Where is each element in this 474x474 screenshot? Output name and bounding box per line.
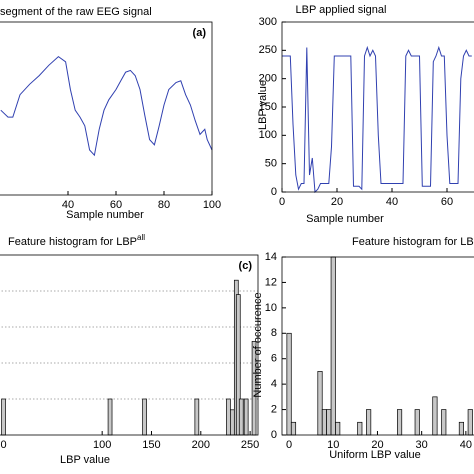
bar	[458, 421, 464, 436]
bar	[107, 398, 113, 436]
bar	[226, 398, 231, 436]
x-axis-label: Uniform LBP value	[329, 449, 421, 461]
title-text: segment of the raw EEG signal	[0, 6, 152, 18]
x-tick-label: 80	[158, 199, 170, 211]
bar	[357, 421, 363, 436]
chart-title: LBP applied signal	[296, 4, 387, 16]
y-tick-label: 10	[265, 302, 277, 314]
panel-label: (a)	[193, 27, 207, 39]
x-axis-label: Sample number	[306, 213, 384, 225]
y-axis-label: Number of occurence	[252, 292, 264, 397]
x-tick-label: 150	[142, 439, 160, 451]
x-tick-label: 60	[110, 199, 122, 211]
signal-line	[282, 45, 472, 194]
plot-frame	[0, 21, 213, 196]
y-tick-label: 8	[271, 327, 277, 339]
x-axis-label: Sample number	[66, 209, 144, 221]
bar	[230, 409, 235, 436]
y-tick-label: 50	[265, 158, 277, 170]
bar	[243, 398, 249, 436]
x-tick-label: 30	[416, 439, 428, 451]
bar	[142, 398, 147, 436]
bar	[290, 421, 297, 436]
x-tick-label: 100	[93, 439, 111, 451]
y-tick-label: 4	[271, 378, 277, 390]
y-tick-label: 14	[265, 251, 277, 263]
bar	[441, 409, 447, 436]
x-tick-label: 200	[192, 439, 210, 451]
y-axis-label: LBP value	[257, 80, 269, 130]
title-text: LBP applied signal	[296, 4, 387, 16]
bar	[286, 332, 292, 436]
x-tick-label: 60	[441, 196, 453, 208]
bar	[366, 409, 372, 436]
title-text: Feature histogram for LBP	[352, 236, 474, 248]
x-tick-label: 20	[331, 196, 343, 208]
plot-frame	[281, 256, 474, 436]
x-tick-label: 10	[327, 439, 339, 451]
x-tick-label: 250	[241, 439, 259, 451]
x-axis-label: LBP value	[60, 454, 110, 466]
y-tick-label: 100	[259, 129, 277, 141]
x-tick-label: 0	[286, 439, 292, 451]
bar	[194, 398, 200, 436]
y-tick-label: 6	[271, 353, 277, 365]
bar	[397, 409, 403, 436]
x-tick-label: 100	[203, 199, 221, 211]
bar	[330, 256, 336, 436]
title-text: Feature histogram for LBP	[8, 236, 137, 248]
plot-frame	[281, 21, 474, 193]
bar	[317, 371, 323, 436]
x-tick-label: 40	[62, 199, 74, 211]
chart-title: segment of the raw EEG signal	[0, 6, 152, 18]
y-tick-label: 300	[259, 16, 277, 28]
panel-label: (c)	[239, 260, 253, 272]
bar	[414, 409, 420, 436]
x-tick-label: 0	[279, 196, 285, 208]
x-tick-label: 40	[386, 196, 398, 208]
y-tick-label: 250	[259, 44, 277, 56]
bar	[1, 398, 6, 436]
plot-frame	[0, 254, 259, 436]
y-tick-label: 12	[265, 276, 277, 288]
y-tick-label: 2	[271, 403, 277, 415]
signal-line	[0, 55, 213, 157]
y-tick-label: 0	[271, 186, 277, 198]
y-tick-label: 150	[259, 101, 277, 113]
title-superscript: all	[137, 233, 145, 242]
bar	[326, 409, 332, 436]
y-tick-label: 0	[271, 429, 277, 441]
bar	[335, 421, 341, 436]
bar	[238, 398, 244, 436]
chart-title: Feature histogram for LBPall	[8, 233, 145, 248]
y-tick-label: 200	[259, 73, 277, 85]
x-tick-label: 0	[0, 439, 6, 451]
bar	[432, 396, 438, 436]
chart-title: Feature histogram for LBP	[352, 236, 474, 248]
bar	[467, 409, 473, 436]
bar	[321, 409, 327, 436]
x-tick-label: 20	[371, 439, 383, 451]
x-tick-label: 40	[460, 439, 472, 451]
